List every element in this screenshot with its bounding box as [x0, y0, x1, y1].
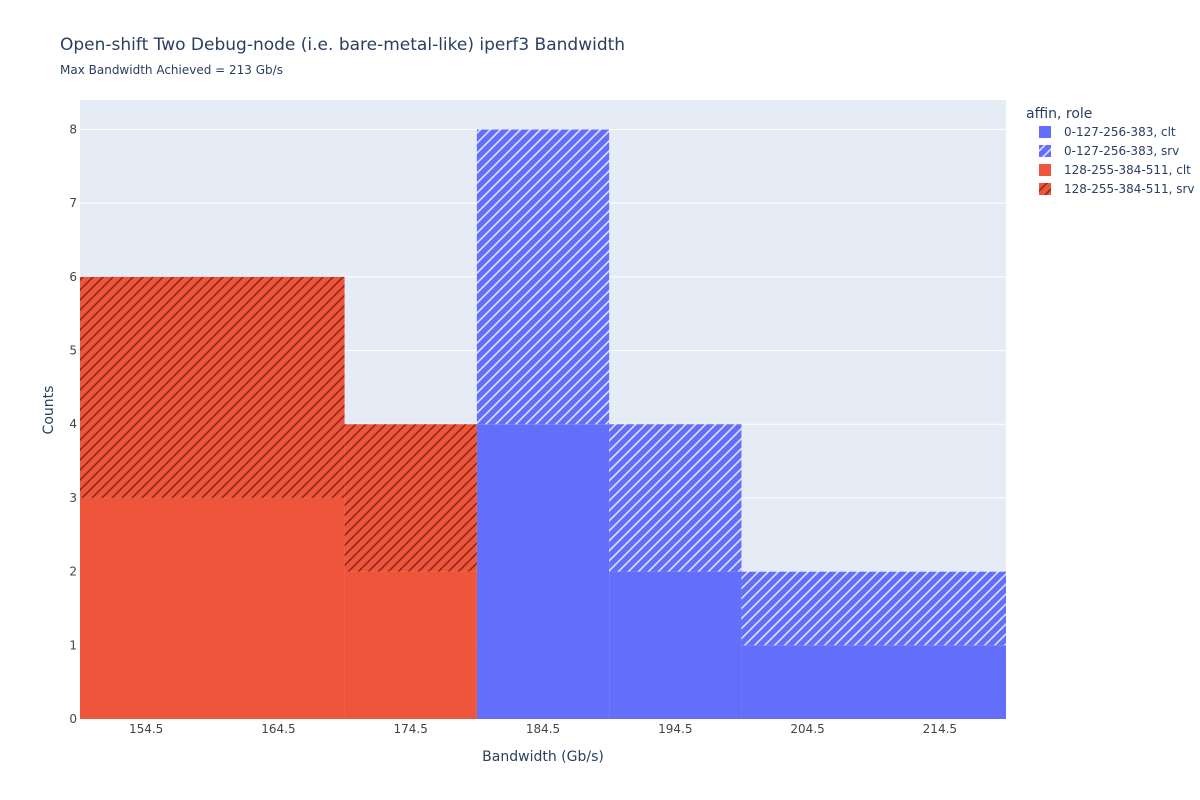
histogram-bar	[741, 571, 1006, 646]
legend-item-label[interactable]: 128-255-384-511, srv	[1064, 182, 1195, 196]
legend-item-label[interactable]: 0-127-256-383, clt	[1064, 125, 1176, 139]
chart-subtitle: Max Bandwidth Achieved = 213 Gb/s	[60, 63, 283, 77]
histogram-bar	[344, 424, 477, 572]
histogram-bar	[609, 424, 742, 572]
legend-swatch[interactable]	[1039, 126, 1051, 138]
x-axis-label: Bandwidth (Gb/s)	[482, 749, 604, 765]
y-tick-label: 5	[69, 344, 77, 358]
y-tick-label: 4	[69, 417, 77, 431]
legend-title: affin, role	[1026, 106, 1092, 122]
histogram-bar	[476, 129, 610, 425]
y-tick-label: 3	[69, 491, 77, 505]
x-tick-label: 184.5	[526, 722, 560, 736]
x-tick-label: 164.5	[261, 722, 295, 736]
histogram-bar	[80, 276, 345, 498]
y-tick-label: 0	[69, 712, 77, 726]
x-tick-label: 174.5	[394, 722, 428, 736]
legend-item-label[interactable]: 0-127-256-383, srv	[1064, 144, 1179, 158]
legend-item-label[interactable]: 128-255-384-511, clt	[1064, 163, 1191, 177]
histogram-bar	[80, 497, 345, 719]
histogram-bars	[80, 129, 1006, 719]
y-axis-label: Counts	[41, 386, 57, 435]
histogram-bar	[476, 424, 610, 719]
y-tick-label: 7	[69, 196, 77, 210]
legend: affin, role 0-127-256-383, clt 0-127-256-…	[1026, 106, 1195, 196]
chart-title: Open-shift Two Debug-node (i.e. bare-met…	[60, 35, 625, 55]
legend-swatch[interactable]	[1039, 183, 1051, 195]
y-tick-label: 1	[69, 638, 77, 652]
y-axis-ticks: 0 1 2 3 4 5 6 7 8	[69, 122, 77, 726]
x-tick-label: 154.5	[129, 722, 163, 736]
legend-swatch[interactable]	[1039, 145, 1051, 157]
x-axis-ticks: 154.5 164.5 174.5 184.5 194.5 204.5 214.5	[129, 722, 957, 736]
histogram-bar	[741, 645, 1006, 719]
x-tick-label: 204.5	[790, 722, 824, 736]
y-tick-label: 6	[69, 270, 77, 284]
histogram-bar	[344, 571, 477, 719]
x-tick-label: 194.5	[658, 722, 692, 736]
x-tick-label: 214.5	[923, 722, 957, 736]
histogram-bar	[609, 571, 742, 719]
y-tick-label: 8	[69, 122, 77, 136]
legend-swatch[interactable]	[1039, 164, 1051, 176]
y-tick-label: 2	[69, 565, 77, 579]
